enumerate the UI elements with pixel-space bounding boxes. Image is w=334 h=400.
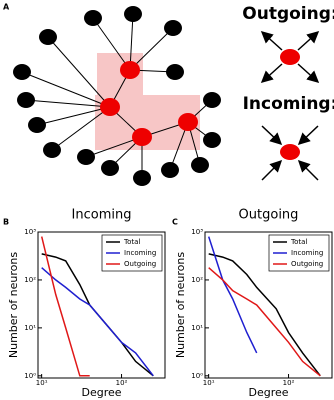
legend-label: Incoming — [291, 249, 323, 257]
x-tick-label: 10¹ — [203, 379, 215, 387]
y-axis-label: Number of neurons — [174, 252, 187, 358]
panel-label: A — [3, 3, 10, 12]
y-tick-label: 10⁰ — [191, 372, 203, 380]
x-tick-label: 10² — [283, 379, 295, 387]
chart-title: Incoming — [72, 208, 132, 223]
legend-label: Total — [290, 238, 307, 246]
y-tick-label: 10² — [24, 276, 36, 284]
series-line — [208, 267, 321, 377]
chart-title: Outgoing — [239, 208, 299, 223]
series-line — [41, 267, 154, 377]
y-tick-label: 10³ — [191, 228, 203, 236]
series-line — [40, 236, 90, 377]
x-tick-label: 10² — [116, 379, 128, 387]
series-line — [208, 253, 321, 377]
legend-label: Outgoing — [124, 260, 156, 268]
y-axis-label: Number of neurons — [7, 252, 20, 358]
panel-label: B — [3, 218, 9, 227]
y-tick-label: 10² — [191, 276, 203, 284]
legend-label: Outgoing — [291, 260, 323, 268]
y-tick-label: 10¹ — [191, 324, 203, 332]
legend-label: Total — [123, 238, 140, 246]
x-tick-label: 10¹ — [36, 379, 48, 387]
diagram-heading: Outgoing: — [242, 4, 334, 24]
plot-area — [37, 231, 166, 379]
outgoing-icon — [260, 30, 320, 84]
network-diagram — [13, 6, 221, 186]
diagram-heading: Incoming: — [243, 94, 334, 114]
incoming-icon — [261, 125, 319, 181]
panel-label: C — [172, 218, 178, 227]
legend-label: Incoming — [124, 249, 156, 257]
x-axis-label: Degree — [81, 386, 121, 399]
series-line — [207, 236, 258, 354]
y-tick-label: 10³ — [24, 228, 36, 236]
x-axis-label: Degree — [248, 386, 288, 399]
y-tick-label: 10¹ — [24, 324, 36, 332]
plot-area — [204, 231, 333, 379]
y-tick-label: 10⁰ — [24, 372, 36, 380]
